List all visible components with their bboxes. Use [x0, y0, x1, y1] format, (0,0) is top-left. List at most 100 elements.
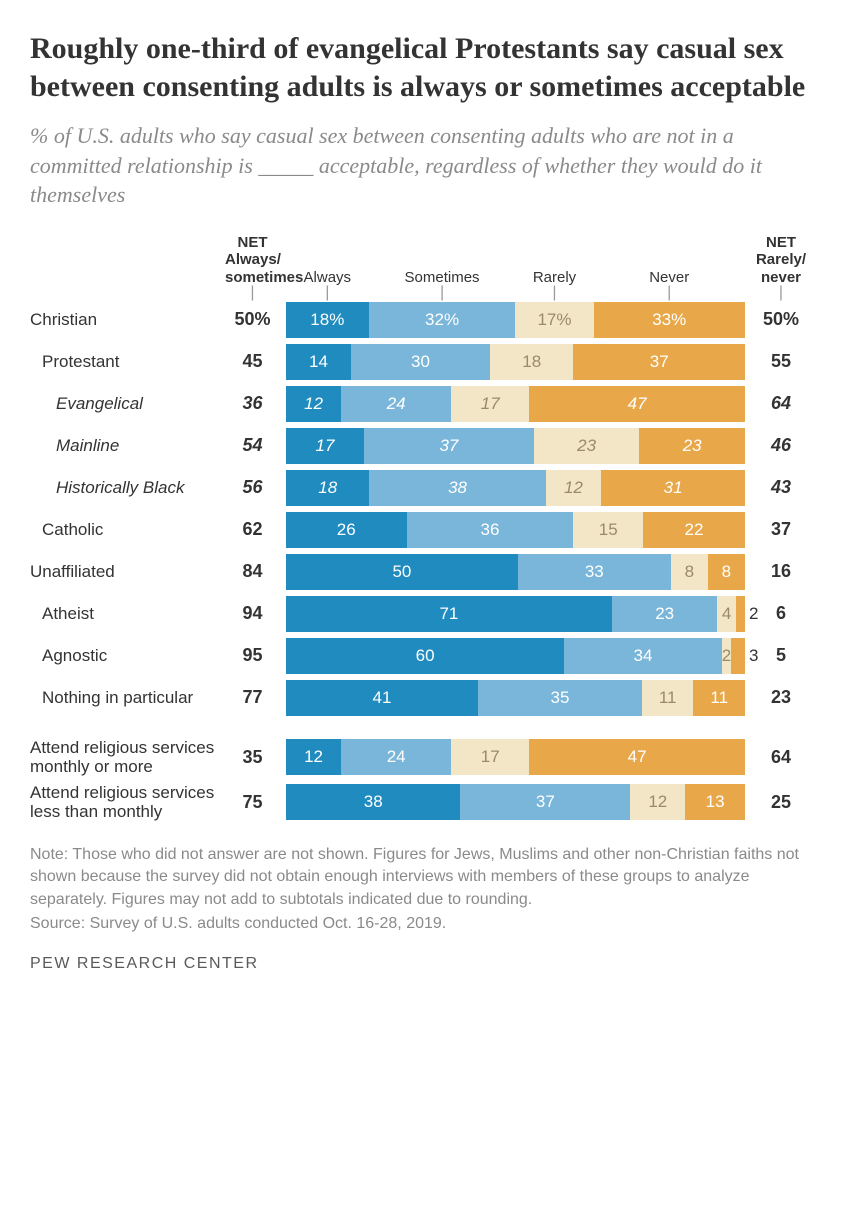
segment-rarely: 18 — [490, 344, 573, 380]
net-always-sometimes-value: 77 — [225, 687, 280, 708]
stacked-bar: 18%32%17%33% — [280, 302, 751, 338]
stacked-bar: 14301837 — [280, 344, 751, 380]
data-row: Unaffiliated8450338816 — [30, 554, 811, 590]
data-row: Historically Black561838123143 — [30, 470, 811, 506]
row-label: Historically Black — [30, 478, 225, 498]
data-row: Attend religious services monthly or mor… — [30, 738, 811, 777]
net-rarely-never-header: NET Rarely/ never — [751, 234, 811, 286]
row-label: Atheist — [30, 604, 225, 624]
segment-rarely: 11 — [642, 680, 694, 716]
row-label: Attend religious services less than mont… — [30, 783, 225, 822]
net-always-sometimes-value: 75 — [225, 792, 280, 813]
segment-never: 3 — [731, 638, 745, 674]
net-always-sometimes-value: 95 — [225, 645, 280, 666]
data-row: Mainline541737232346 — [30, 428, 811, 464]
stacked-bar: 12241747 — [280, 386, 751, 422]
segment-rarely: 12 — [630, 784, 685, 820]
net-always-sometimes-value: 94 — [225, 603, 280, 624]
data-row: Evangelical361224174764 — [30, 386, 811, 422]
segment-rarely: 17% — [515, 302, 593, 338]
segment-always: 60 — [286, 638, 564, 674]
row-label: Christian — [30, 310, 225, 330]
stacked-bar: 712342 — [280, 596, 751, 632]
data-row: Nothing in particular774135111123 — [30, 680, 811, 716]
net-rarely-never-value: 46 — [751, 435, 811, 456]
net-rarely-never-value: 16 — [751, 561, 811, 582]
stacked-bar: 18381231 — [280, 470, 751, 506]
row-label: Agnostic — [30, 646, 225, 666]
segment-sometimes: 34 — [564, 638, 722, 674]
segment-always: 38 — [286, 784, 460, 820]
segment-sometimes: 32% — [369, 302, 516, 338]
segment-rarely: 23 — [534, 428, 640, 464]
chart-source: Source: Survey of U.S. adults conducted … — [30, 915, 811, 933]
stacked-bar: 17372323 — [280, 428, 751, 464]
segment-never: 47 — [529, 739, 745, 775]
net-always-sometimes-value: 84 — [225, 561, 280, 582]
row-label: Nothing in particular — [30, 688, 225, 708]
segment-sometimes: 23 — [612, 596, 718, 632]
segment-rarely: 8 — [671, 554, 708, 590]
row-label: Evangelical — [30, 394, 225, 414]
segment-never: 37 — [573, 344, 745, 380]
net-rarely-never-value: 50% — [751, 309, 811, 330]
segment-sometimes: 24 — [341, 739, 451, 775]
chart-title: Roughly one-third of evangelical Protest… — [30, 30, 811, 105]
segment-always: 71 — [286, 596, 612, 632]
net-always-sometimes-value: 45 — [225, 351, 280, 372]
chart-note: Note: Those who did not answer are not s… — [30, 844, 811, 911]
data-row: Catholic622636152237 — [30, 512, 811, 548]
row-label: Attend religious services monthly or mor… — [30, 738, 225, 777]
segment-rarely: 17 — [451, 739, 529, 775]
segment-always: 26 — [286, 512, 407, 548]
net-rarely-never-value: 6 — [751, 603, 811, 624]
net-always-sometimes-value: 50% — [225, 309, 280, 330]
net-always-sometimes-value: 62 — [225, 519, 280, 540]
row-label: Mainline — [30, 436, 225, 456]
segment-sometimes: 37 — [460, 784, 630, 820]
segment-never: 8 — [708, 554, 745, 590]
net-rarely-never-value: 25 — [751, 792, 811, 813]
segment-sometimes: 35 — [478, 680, 642, 716]
segment-sometimes: 30 — [351, 344, 490, 380]
segment-never: 33% — [594, 302, 745, 338]
segment-rarely: 4 — [717, 596, 735, 632]
segment-sometimes: 38 — [369, 470, 545, 506]
segment-always: 12 — [286, 739, 341, 775]
net-rarely-never-value: 43 — [751, 477, 811, 498]
row-label: Protestant — [30, 352, 225, 372]
segment-rarely: 15 — [573, 512, 643, 548]
data-row: Protestant451430183755 — [30, 344, 811, 380]
chart-subtitle: % of U.S. adults who say casual sex betw… — [30, 121, 811, 210]
net-rarely-never-value: 64 — [751, 747, 811, 768]
segment-rarely: 17 — [451, 386, 529, 422]
net-rarely-never-value: 5 — [751, 645, 811, 666]
segment-sometimes: 33 — [518, 554, 671, 590]
net-rarely-never-value: 55 — [751, 351, 811, 372]
net-always-sometimes-header: NET Always/ sometimes — [225, 234, 280, 286]
tick-row: | | | | | | — [30, 290, 811, 296]
segment-rarely: 12 — [546, 470, 602, 506]
segment-never: 47 — [529, 386, 745, 422]
segment-never: 23 — [639, 428, 745, 464]
stacked-bar: 26361522 — [280, 512, 751, 548]
net-always-sometimes-value: 56 — [225, 477, 280, 498]
net-always-sometimes-value: 54 — [225, 435, 280, 456]
segment-always: 12 — [286, 386, 341, 422]
segment-never: 22 — [643, 512, 745, 548]
stacked-bar: 41351111 — [280, 680, 751, 716]
segment-sometimes: 36 — [407, 512, 574, 548]
segment-always: 18 — [286, 470, 369, 506]
net-always-sometimes-value: 36 — [225, 393, 280, 414]
data-row: Atheist947123426 — [30, 596, 811, 632]
segment-always: 14 — [286, 344, 351, 380]
row-label: Catholic — [30, 520, 225, 540]
net-rarely-never-value: 23 — [751, 687, 811, 708]
segment-rarely: 2 — [722, 638, 731, 674]
row-label: Unaffiliated — [30, 562, 225, 582]
data-row: Attend religious services less than mont… — [30, 783, 811, 822]
segment-never: 2 — [736, 596, 745, 632]
segment-always: 17 — [286, 428, 364, 464]
segment-always: 18% — [286, 302, 369, 338]
segment-never: 13 — [685, 784, 745, 820]
